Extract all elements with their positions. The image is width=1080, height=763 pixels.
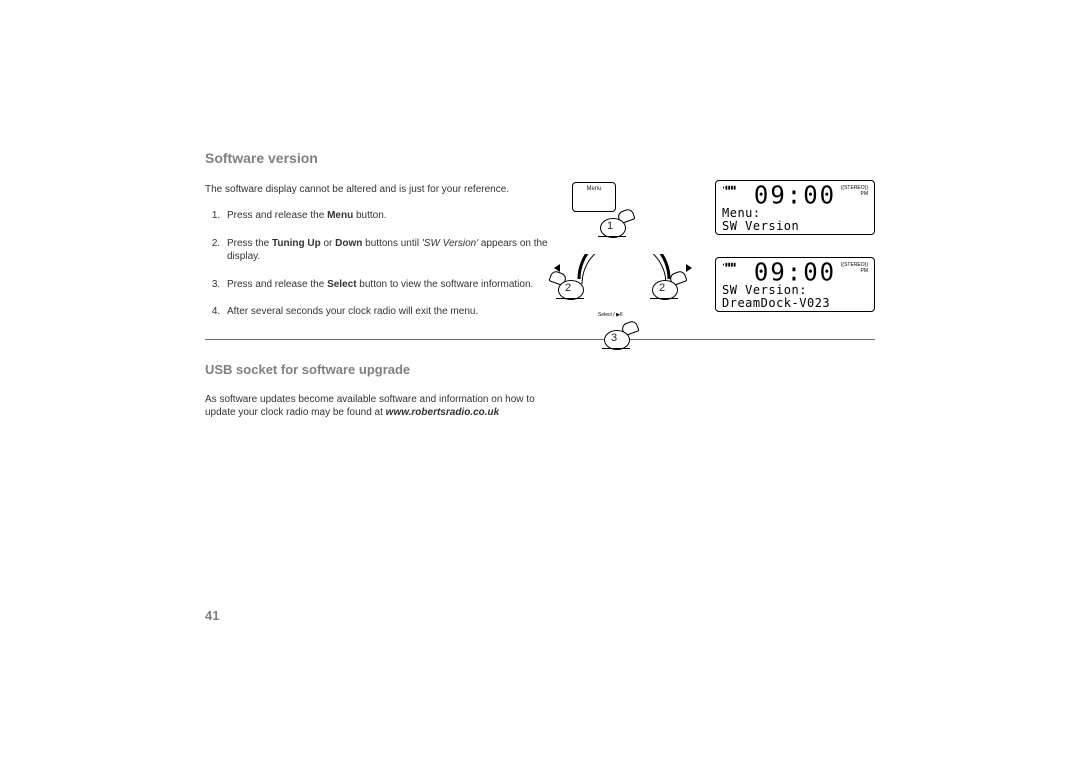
step-3-bold: Select: [327, 279, 356, 290]
step-2-bold2: Down: [335, 238, 362, 249]
step-4-text: After several seconds your clock radio w…: [227, 306, 478, 317]
lcd-screen-2: ◗▮▮▮▮ ((STEREO)) PM 09:00 SW Version: Dr…: [715, 257, 875, 312]
menu-button-graphic: Menu: [572, 182, 616, 212]
usb-text-url: www.robertsradio.co.uk: [386, 407, 500, 418]
lcd2-line2: DreamDock-V023: [722, 297, 868, 309]
instruction-list: Press and release the Menu button. Press…: [205, 209, 563, 319]
lcd1-time: 09:00: [722, 182, 868, 207]
callout-2b: 2: [659, 282, 665, 294]
lcd2-time: 09:00: [722, 259, 868, 284]
manual-page: Software version The software display ca…: [0, 0, 1080, 763]
step-3-post: button to view the software information.: [357, 279, 534, 290]
step-2-bold1: Tuning Up: [272, 238, 321, 249]
next-arrow-icon: [686, 264, 692, 272]
hand-pointer-2-right: 2: [652, 274, 690, 304]
step-4: After several seconds your clock radio w…: [223, 305, 563, 319]
lcd-screen-1: ◗▮▮▮▮ ((STEREO)) PM 09:00 Menu: SW Versi…: [715, 180, 875, 235]
step-3-pre: Press and release the: [227, 279, 327, 290]
step-3: Press and release the Select button to v…: [223, 278, 563, 292]
step-2-post1: buttons until: [362, 238, 421, 249]
section-heading-software-version: Software version: [205, 150, 880, 166]
step-2-pre: Press the: [227, 238, 272, 249]
illustration-area: ◗▮▮▮▮ ((STEREO)) PM 09:00 Menu: SW Versi…: [560, 172, 880, 372]
step-2-mid: or: [321, 238, 335, 249]
step-1-bold: Menu: [327, 210, 353, 221]
lcd1-line2: SW Version: [722, 220, 868, 232]
controls-diagram: Menu 1 2 2: [550, 172, 710, 362]
usb-upgrade-text: As software updates become available sof…: [205, 393, 545, 420]
intro-text: The software display cannot be altered a…: [205, 184, 545, 195]
step-2-italic: 'SW Version': [422, 238, 478, 249]
menu-button-label: Menu: [586, 186, 601, 192]
select-button-label: Select / ▶II: [598, 312, 623, 318]
step-1-text-post: button.: [353, 210, 386, 221]
page-number: 41: [205, 608, 219, 623]
callout-2a: 2: [565, 282, 571, 294]
callout-1: 1: [607, 220, 613, 232]
hand-pointer-3: 3: [604, 324, 642, 354]
hand-pointer-2-left: 2: [558, 274, 596, 304]
step-1-text-pre: Press and release the: [227, 210, 327, 221]
callout-3: 3: [611, 332, 617, 344]
hand-pointer-1: 1: [600, 212, 638, 242]
step-1: Press and release the Menu button.: [223, 209, 563, 223]
step-2: Press the Tuning Up or Down buttons unti…: [223, 237, 563, 264]
